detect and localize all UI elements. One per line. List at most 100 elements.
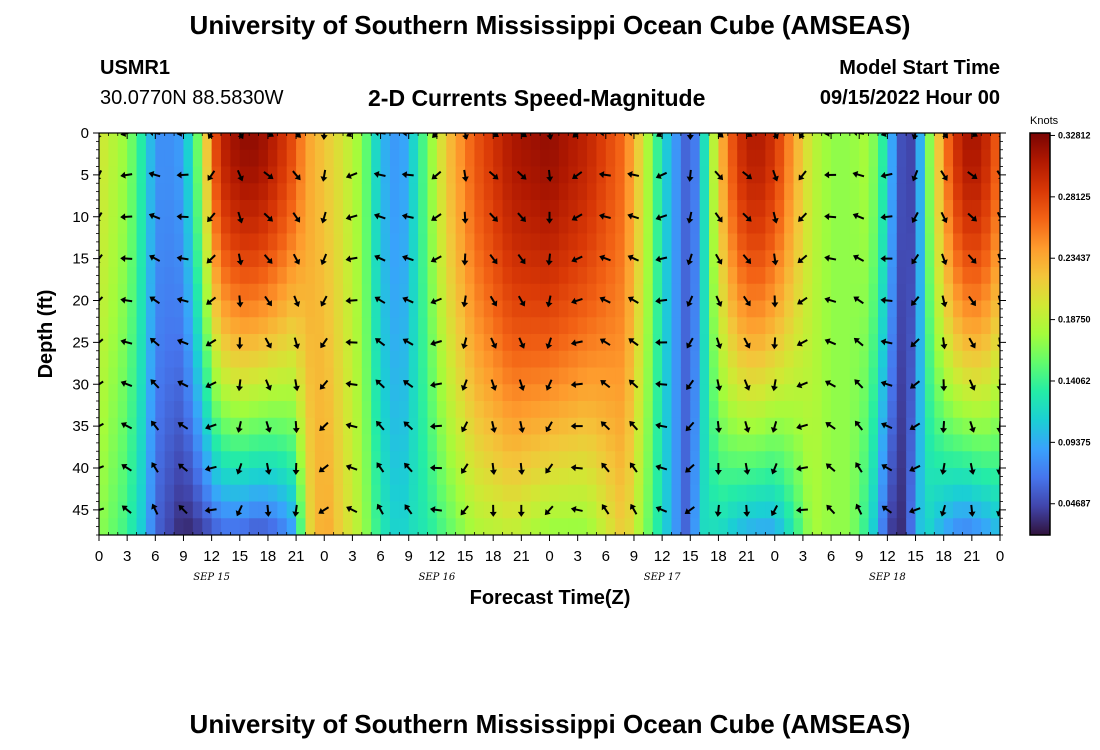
heat-cell xyxy=(174,501,185,519)
heat-cell xyxy=(727,283,738,302)
heat-cell xyxy=(117,183,128,201)
heat-cell xyxy=(868,283,879,302)
current-arrow xyxy=(798,170,807,181)
heat-cell xyxy=(671,484,682,503)
heat-cell xyxy=(455,233,466,251)
heat-cell xyxy=(577,350,588,369)
heat-cell xyxy=(699,300,710,318)
heat-cell xyxy=(840,233,851,251)
heat-cell xyxy=(455,367,466,385)
heat-cell xyxy=(540,334,551,352)
heat-cell xyxy=(230,468,241,486)
heat-cell xyxy=(155,434,166,452)
heat-cell xyxy=(924,334,935,352)
heat-cell xyxy=(380,434,391,452)
current-arrow xyxy=(853,296,864,305)
heat-cell xyxy=(371,300,382,318)
heat-cell xyxy=(493,149,504,168)
heat-cell xyxy=(296,300,307,318)
heat-cell xyxy=(465,350,476,369)
heat-cell xyxy=(408,166,419,184)
current-arrow xyxy=(429,464,442,472)
heat-cell xyxy=(662,334,673,352)
heat-cell xyxy=(943,350,954,369)
heat-cell xyxy=(380,367,391,385)
colorbar-tick-label: 0.14062 xyxy=(1058,376,1091,386)
heat-cell xyxy=(230,384,241,402)
heat-cell xyxy=(680,484,691,503)
heat-cell xyxy=(230,501,241,519)
heat-cell xyxy=(474,317,485,335)
heat-cell xyxy=(99,283,109,302)
x-tick-label: 15 xyxy=(907,548,924,565)
heat-cell xyxy=(981,451,992,469)
heat-cell xyxy=(587,468,598,486)
heat-cell xyxy=(446,233,457,251)
heat-cell xyxy=(934,267,945,285)
heat-cell xyxy=(427,434,438,452)
current-arrow xyxy=(798,212,808,222)
heat-cell xyxy=(849,384,860,402)
heat-cell xyxy=(474,200,485,218)
heat-cell xyxy=(408,250,419,268)
heat-cell xyxy=(465,233,476,251)
heat-cell xyxy=(221,317,231,335)
heat-cell xyxy=(174,451,185,469)
heat-cell xyxy=(746,133,757,151)
current-arrow xyxy=(909,464,921,473)
current-arrow xyxy=(292,421,300,434)
currents-heatmap-chart: 0 3 6 9 12 15 18 21 0 3 6 9 12 15 18 21 0 3 6 9 12 15 18 21 0 3 6 9… xyxy=(35,115,1091,609)
heat-cell xyxy=(802,401,813,419)
heat-cell xyxy=(887,468,898,486)
heat-cell xyxy=(737,149,748,168)
heat-cell xyxy=(633,300,644,318)
heat-cell xyxy=(727,518,738,535)
heat-cell xyxy=(718,484,729,503)
heat-cell xyxy=(558,350,569,369)
heat-cell xyxy=(915,300,926,318)
heat-cell xyxy=(277,334,288,352)
y-tick-label: 20 xyxy=(72,293,89,310)
current-arrow xyxy=(796,464,808,472)
current-arrow xyxy=(461,295,469,308)
heat-cell xyxy=(943,484,954,503)
heat-cell xyxy=(277,317,288,335)
heat-cell xyxy=(324,434,335,452)
current-arrow xyxy=(545,463,554,474)
heat-cell xyxy=(192,300,203,318)
heat-cell xyxy=(267,233,278,251)
heat-cell xyxy=(493,501,504,519)
heat-cell xyxy=(549,183,560,201)
heat-cell xyxy=(389,367,400,385)
current-arrow xyxy=(686,253,694,266)
heat-cell xyxy=(549,283,560,302)
heat-cell xyxy=(267,216,278,235)
heat-cell xyxy=(643,501,654,519)
current-arrow xyxy=(571,297,583,305)
heat-cell xyxy=(164,468,175,486)
heat-cell xyxy=(840,334,851,352)
heat-cell xyxy=(887,149,898,168)
x-tick-label: 9 xyxy=(179,548,187,565)
heat-cell xyxy=(943,149,954,168)
heat-cell xyxy=(615,149,626,168)
current-arrow xyxy=(967,254,977,264)
heat-cell xyxy=(990,350,1000,369)
heat-cell xyxy=(305,518,316,535)
current-arrow xyxy=(403,380,414,389)
heat-cell xyxy=(718,200,729,218)
heat-cell xyxy=(906,133,917,151)
heat-cell xyxy=(755,300,766,318)
heat-cell xyxy=(558,518,569,535)
heat-cell xyxy=(399,317,410,335)
heat-cell xyxy=(615,334,626,352)
heat-cell xyxy=(521,183,532,201)
heat-cell xyxy=(164,451,175,469)
heat-cell xyxy=(831,367,842,385)
heat-cell xyxy=(211,283,222,302)
heat-cell xyxy=(221,267,231,285)
heat-cell xyxy=(718,267,729,285)
heat-cell xyxy=(755,166,766,184)
heat-cell xyxy=(465,317,476,335)
heat-cell xyxy=(849,451,860,469)
